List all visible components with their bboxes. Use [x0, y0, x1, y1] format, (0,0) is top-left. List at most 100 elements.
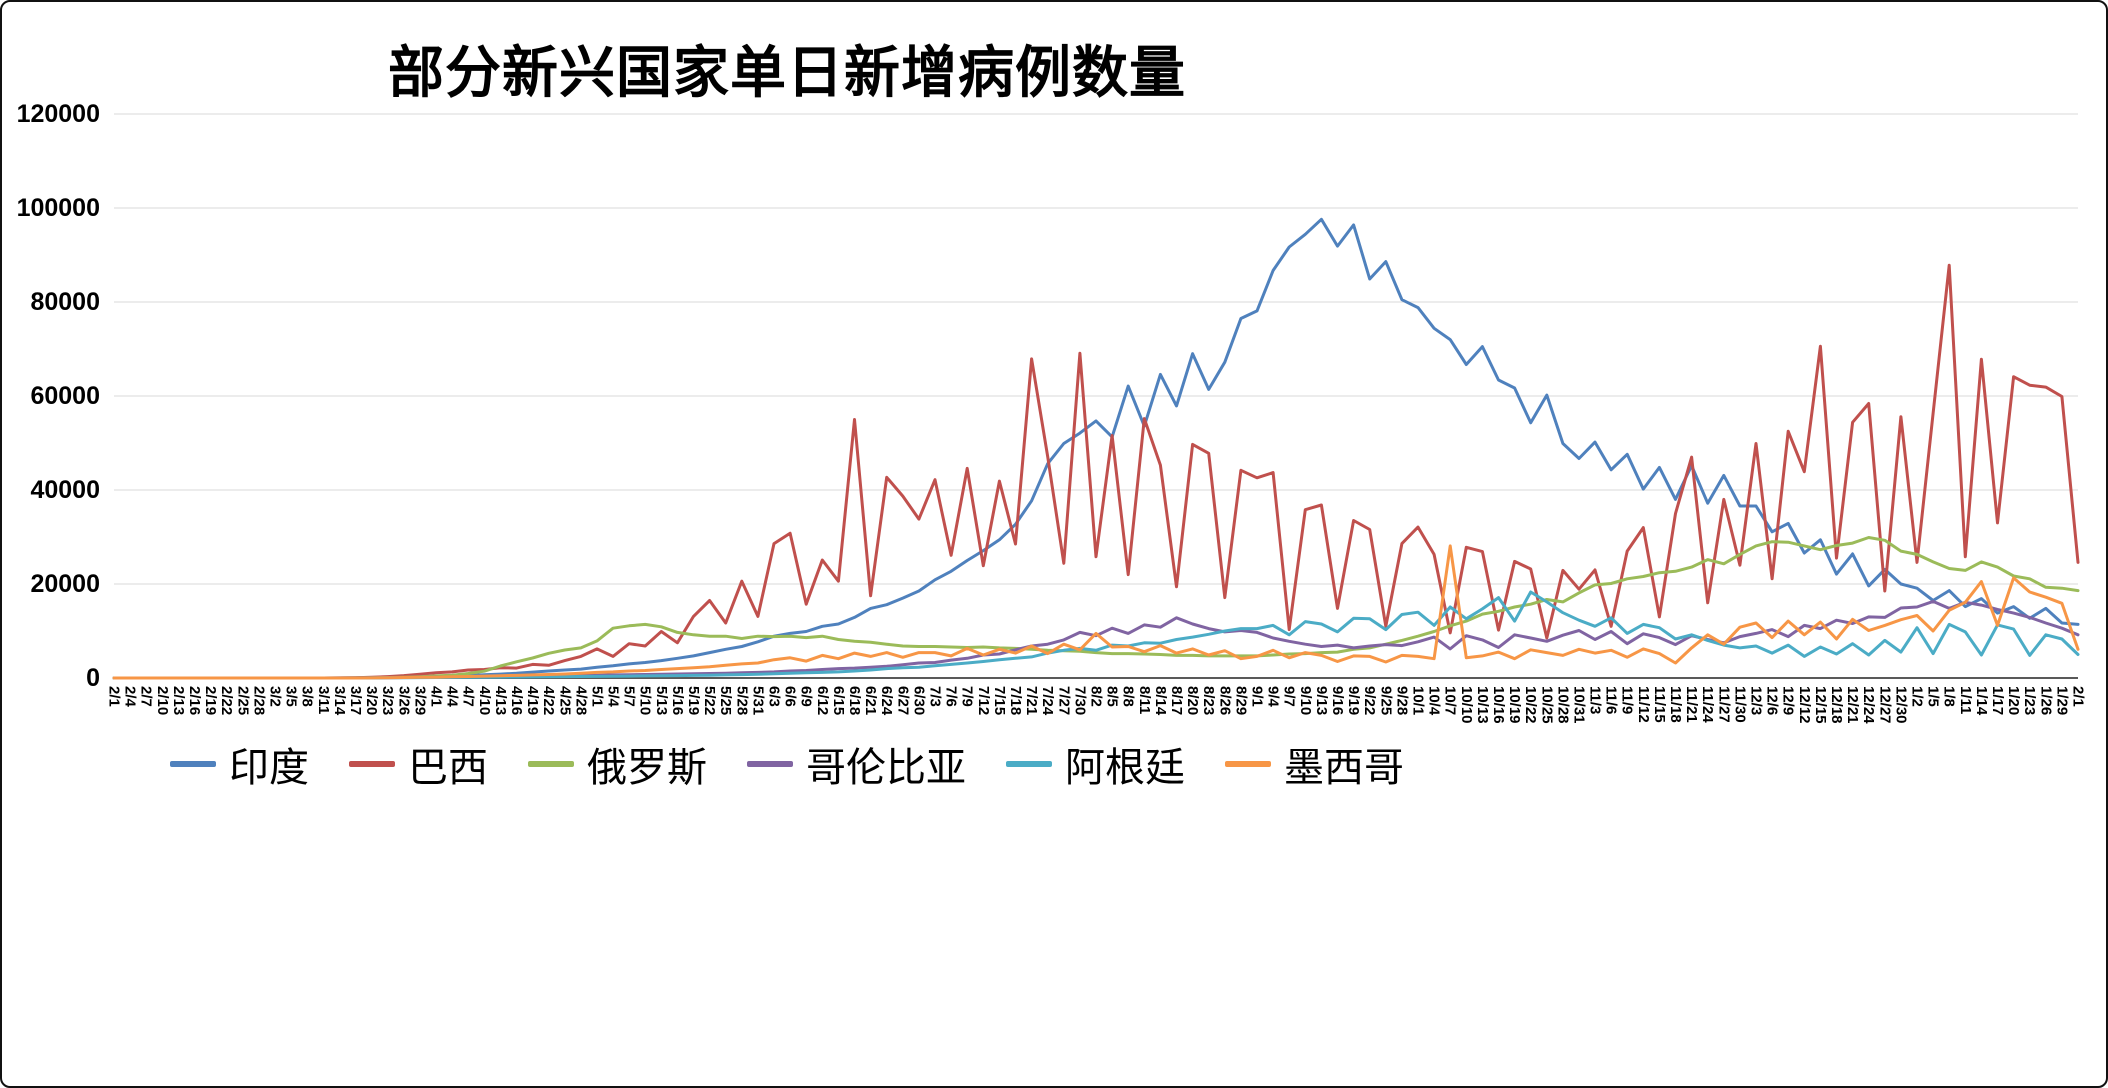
- x-tick-label: 3/20: [363, 686, 380, 715]
- x-tick-label: 3/26: [395, 686, 412, 715]
- x-tick-label: 8/17: [1168, 686, 1185, 715]
- legend-item-brazil: 巴西: [349, 735, 488, 793]
- x-tick-label: 1/20: [2005, 686, 2022, 715]
- x-tick-label: 10/1: [1409, 686, 1426, 715]
- x-tick-label: 8/14: [1152, 686, 1169, 716]
- x-tick-label: 12/15: [1812, 686, 1829, 724]
- x-tick-label: 5/16: [669, 686, 686, 715]
- x-tick-label: 8/8: [1120, 686, 1137, 707]
- legend-item-mexico: 墨西哥: [1225, 735, 1404, 793]
- series-line-india: [112, 217, 2080, 680]
- x-tick-label: 7/21: [1023, 686, 1040, 715]
- x-tick-label: 7/30: [1071, 686, 1088, 715]
- x-tick-label: 11/3: [1587, 686, 1604, 714]
- x-tick-label: 1/2: [1909, 686, 1926, 707]
- x-axis-labels: 2/1 2/4 2/7 2/10 2/13 2/16 2/19 2/22 2/25 2/28 3/2…: [106, 686, 2087, 724]
- legend-label-india: 印度: [229, 746, 309, 790]
- x-tick-label: 2/16: [186, 686, 203, 715]
- x-tick-label: 1/26: [2037, 686, 2054, 715]
- x-tick-label: 5/7: [621, 686, 638, 707]
- chart-title: 部分新兴国家单日新增病例数量: [388, 41, 1186, 104]
- x-tick-label: 8/26: [1216, 686, 1233, 715]
- x-tick-label: 1/29: [2053, 686, 2070, 715]
- y-tick-label: 120000: [17, 100, 100, 128]
- x-tick-label: 10/28: [1554, 686, 1571, 724]
- series-line-brazil: [112, 263, 2080, 680]
- x-tick-label: 6/12: [814, 686, 831, 715]
- x-tick-label: 1/14: [1973, 686, 1990, 716]
- x-tick-label: 10/25: [1538, 686, 1555, 724]
- y-tick-label: 80000: [30, 288, 100, 316]
- y-tick-label: 100000: [17, 194, 100, 222]
- x-tick-label: 4/28: [572, 686, 589, 715]
- x-tick-label: 2/7: [138, 686, 155, 707]
- x-tick-label: 5/13: [653, 686, 670, 715]
- x-tick-label: 4/10: [476, 686, 493, 715]
- legend-label-mexico: 墨西哥: [1284, 746, 1404, 790]
- x-tick-label: 4/1: [427, 686, 444, 707]
- legend-item-argentina: 阿根廷: [1006, 735, 1185, 793]
- x-tick-label: 9/13: [1313, 686, 1330, 715]
- x-tick-label: 12/30: [1892, 686, 1909, 724]
- x-tick-label: 10/19: [1506, 686, 1523, 724]
- y-tick-label: 20000: [30, 570, 100, 598]
- x-tick-label: 10/4: [1426, 686, 1443, 716]
- x-tick-label: 7/18: [1007, 686, 1024, 715]
- legend-line-marker-mexico: [1225, 761, 1271, 767]
- x-tick-label: 9/16: [1329, 686, 1346, 715]
- x-tick-label: 2/13: [170, 686, 187, 715]
- x-tick-label: 12/12: [1796, 686, 1813, 724]
- x-tick-label: 6/3: [766, 686, 783, 707]
- legend-item-india: 印度: [170, 735, 309, 793]
- x-tick-label: 9/25: [1377, 686, 1394, 715]
- y-axis-labels: 0 20000 40000 60000 80000 100000 120000: [17, 100, 100, 692]
- x-tick-label: 6/18: [846, 686, 863, 715]
- y-tick-label: 60000: [30, 382, 100, 410]
- x-tick-label: 9/19: [1345, 686, 1362, 715]
- x-tick-label: 12/24: [1860, 686, 1877, 724]
- x-tick-label: 8/20: [1184, 686, 1201, 715]
- x-tick-label: 7/12: [975, 686, 992, 715]
- x-tick-label: 12/18: [1828, 686, 1845, 724]
- x-tick-label: 7/15: [991, 686, 1008, 715]
- x-tick-label: 3/17: [347, 686, 364, 715]
- x-tick-label: 7/9: [959, 686, 976, 707]
- x-tick-label: 11/24: [1699, 686, 1716, 723]
- x-tick-label: 9/22: [1361, 686, 1378, 715]
- legend-line-marker-brazil: [349, 761, 395, 767]
- legend-line-marker-colombia: [747, 761, 793, 767]
- x-tick-label: 4/19: [524, 686, 541, 715]
- x-tick-label: 11/12: [1635, 686, 1652, 723]
- x-tick-label: 12/27: [1876, 686, 1893, 724]
- x-tick-label: 4/13: [492, 686, 509, 715]
- x-tick-label: 6/27: [894, 686, 911, 715]
- x-tick-label: 11/18: [1667, 686, 1684, 723]
- x-tick-label: 5/28: [733, 686, 750, 715]
- series-line-colombia: [112, 599, 2080, 680]
- x-tick-label: 11/30: [1731, 686, 1748, 723]
- x-tick-label: 3/14: [331, 686, 348, 716]
- x-tick-label: 2/4: [122, 686, 139, 708]
- x-tick-label: 6/30: [910, 686, 927, 715]
- x-tick-label: 6/15: [830, 686, 847, 715]
- legend-label-russia: 俄罗斯: [587, 746, 707, 790]
- x-tick-label: 1/5: [1925, 686, 1942, 707]
- y-tick-label: 40000: [30, 476, 100, 504]
- x-tick-label: 5/4: [605, 686, 622, 708]
- x-tick-label: 11/6: [1603, 686, 1620, 714]
- x-tick-label: 3/29: [411, 686, 428, 715]
- series-line-mexico: [112, 544, 2080, 680]
- x-tick-label: 10/7: [1442, 686, 1459, 715]
- x-tick-label: 3/2: [266, 686, 283, 707]
- x-tick-label: 10/16: [1490, 686, 1507, 724]
- x-tick-label: 10/22: [1522, 686, 1539, 724]
- y-tick-label: 0: [86, 664, 100, 692]
- x-tick-label: 3/11: [315, 686, 332, 714]
- x-tick-label: 3/23: [379, 686, 396, 715]
- chart-legend: 印度 巴西 俄罗斯 哥伦比亚 阿根廷 墨西哥: [2, 735, 1572, 793]
- x-tick-label: 5/31: [749, 686, 766, 715]
- x-tick-label: 4/4: [444, 686, 461, 708]
- legend-label-argentina: 阿根廷: [1065, 746, 1185, 790]
- x-tick-label: 7/24: [1039, 686, 1056, 716]
